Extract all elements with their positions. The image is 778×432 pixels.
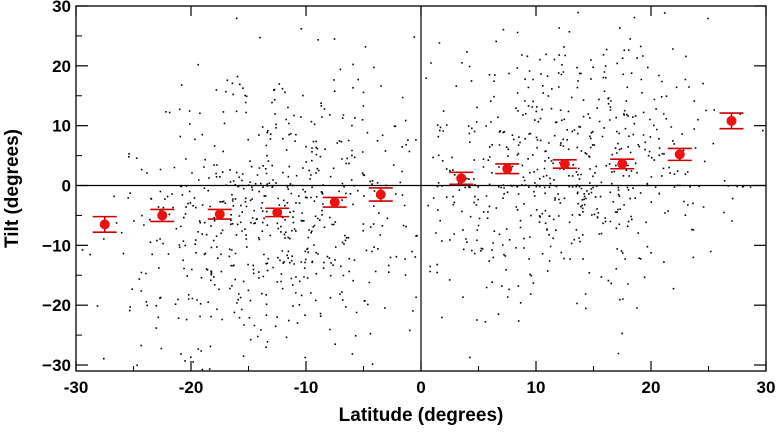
mean-marker [456, 173, 467, 184]
scatter-points-path [81, 11, 764, 371]
y-tick-label: 0 [62, 177, 71, 196]
mean-point [719, 112, 744, 130]
y-tick-label: −30 [42, 356, 71, 375]
mean-marker [617, 158, 628, 169]
mean-marker [329, 197, 340, 208]
mean-point [449, 171, 474, 186]
mean-marker [157, 210, 168, 221]
x-tick-label: 20 [642, 378, 661, 397]
mean-point [265, 207, 290, 218]
mean-marker [674, 149, 685, 160]
mean-marker [375, 189, 386, 200]
mean-point [495, 163, 520, 175]
x-tick-label: 30 [757, 378, 776, 397]
y-tick-label: −20 [42, 296, 71, 315]
x-tick-label: -10 [294, 378, 319, 397]
x-tick-label: -20 [179, 378, 204, 397]
reference-lines [76, 6, 766, 371]
x-tick-label: -30 [64, 378, 89, 397]
mean-point [667, 147, 692, 162]
mean-marker [214, 209, 225, 220]
y-tick-label: 30 [52, 0, 71, 16]
mean-marker [726, 115, 737, 126]
x-tick-label: 10 [527, 378, 546, 397]
mean-point [92, 215, 117, 233]
mean-point [322, 196, 347, 208]
axis-ticks: -30 -20 -10 0 10 20 30 −30 −20 −10 0 10 20 30 [42, 0, 775, 397]
mean-marker [99, 219, 110, 230]
x-axis-title: Latitude (degrees) [339, 405, 504, 426]
mean-point [150, 208, 175, 223]
mean-point [610, 158, 635, 170]
scatter-points [81, 11, 764, 371]
mean-point [552, 158, 577, 169]
y-tick-label: 10 [52, 117, 71, 136]
y-tick-label: 20 [52, 57, 71, 76]
mean-marker [559, 158, 570, 169]
mean-marker [272, 207, 283, 218]
mean-marker [502, 163, 513, 174]
binned-means [92, 112, 744, 233]
y-axis-title: Tilt (degrees) [2, 129, 23, 248]
x-tick-label: 0 [416, 378, 425, 397]
y-tick-label: −10 [42, 236, 71, 255]
mean-point [207, 208, 232, 220]
mean-point [368, 187, 393, 202]
